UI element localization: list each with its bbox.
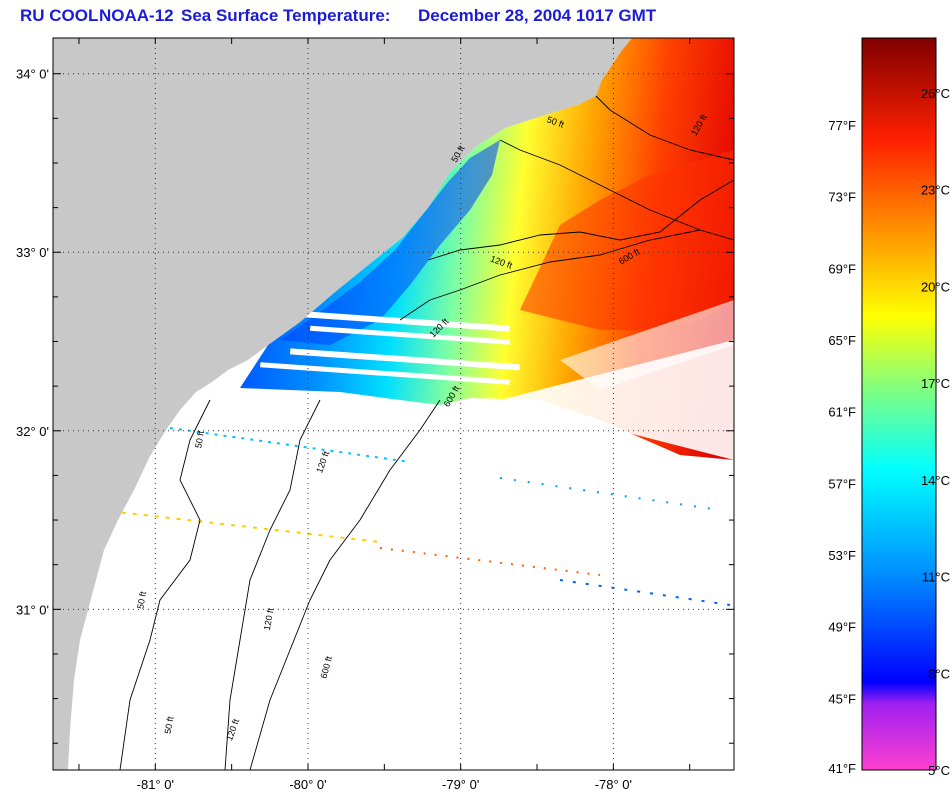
title-product: Sea Surface Temperature: (181, 6, 391, 25)
colorbar (861, 37, 937, 771)
colorbar-celsius-label: 11°C (922, 570, 950, 585)
map-title: RU COOL NOAA-12 Sea Surface Temperature:… (0, 0, 752, 32)
contour-label: 50 ft (163, 715, 176, 734)
colorbar-celsius-label: 23°C (921, 183, 950, 198)
colorbar-fahrenheit-label: 69°F (828, 261, 856, 276)
land-mass (53, 38, 632, 770)
scan-line-speckles (99, 427, 731, 606)
colorbar-fahrenheit-label: 77°F (828, 118, 856, 133)
map-axis-ticks (53, 38, 734, 770)
title-org: RU COOL (20, 6, 99, 25)
map-gridlines (53, 38, 734, 770)
lon-tick-label: -78° 0' (595, 777, 632, 792)
title-satellite: NOAA-12 (99, 6, 174, 25)
lon-tick-label: -79° 0' (442, 777, 479, 792)
colorbar-celsius-labels: 26°C 23°C 20°C 17°C 14°C 11°C 8°C 5°C (921, 86, 950, 778)
colorbar-celsius-label: 14°C (921, 473, 950, 488)
lat-tick-label: 32° 0' (16, 424, 49, 439)
map-frame (52, 37, 735, 771)
lon-tick-label: -80° 0' (289, 777, 326, 792)
bathymetry-contours (119, 95, 734, 770)
colorbar-fahrenheit-labels: 77°F 73°F 69°F 65°F 61°F 57°F 53°F 49°F 45°F 41°F (828, 118, 856, 776)
colorbar-celsius-label: 26°C (921, 86, 950, 101)
colorbar-celsius-label: 17°C (921, 376, 950, 391)
colorbar-fahrenheit-label: 53°F (828, 548, 856, 563)
contour-label: 50 ft (193, 430, 206, 449)
contour-label: 120 ft (262, 607, 276, 631)
colorbar-fahrenheit-label: 61°F (828, 405, 856, 420)
lon-tick-label: -81° 0' (137, 777, 174, 792)
cloud-gaps (260, 300, 734, 460)
lat-tick-label: 34° 0' (16, 67, 49, 82)
longitude-axis: -81° 0' -80° 0' -79° 0' -78° 0' (137, 777, 632, 792)
colorbar-celsius-label: 20°C (921, 279, 950, 294)
colorbar-celsius-label: 5°C (928, 763, 950, 778)
contour-label: 50 ft (135, 590, 148, 609)
colorbar-fahrenheit-label: 45°F (828, 691, 856, 706)
lat-tick-label: 33° 0' (16, 245, 49, 260)
colorbar-fahrenheit-label: 65°F (828, 333, 856, 348)
lat-tick-label: 31° 0' (16, 602, 49, 617)
sst-cool-nearshore (280, 140, 500, 345)
colorbar-fahrenheit-label: 57°F (828, 476, 856, 491)
latitude-axis: 34° 0' 33° 0' 32° 0' 31° 0' (16, 67, 49, 618)
colorbar-fahrenheit-label: 41°F (828, 761, 856, 776)
sst-warm-core (520, 150, 734, 330)
colorbar-celsius-label: 8°C (928, 666, 950, 681)
colorbar-fahrenheit-label: 49°F (828, 620, 856, 635)
colorbar-fahrenheit-label: 73°F (828, 190, 856, 205)
title-date: December 28, 2004 1017 GMT (418, 6, 657, 25)
